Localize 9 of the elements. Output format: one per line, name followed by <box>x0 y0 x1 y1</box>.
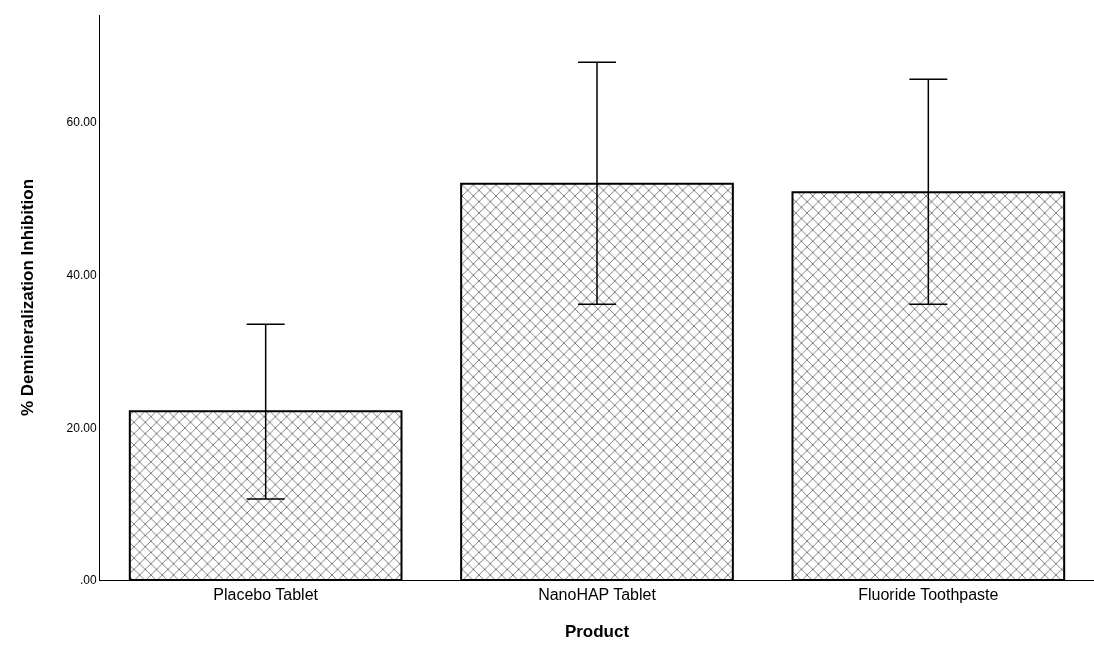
y-tick-label: 20.00 <box>66 420 97 435</box>
x-axis-title: Product <box>564 621 630 641</box>
y-tick-label: .00 <box>79 573 97 588</box>
x-tick-label: NanoHAP Tablet <box>538 586 657 604</box>
y-tick-label: 40.00 <box>66 267 97 282</box>
x-tick-label: Fluoride Toothpaste <box>858 586 999 604</box>
y-axis-title: % Demineralization Inhibition <box>18 178 38 417</box>
x-tick-label: Placebo Tablet <box>213 586 319 604</box>
y-tick-label: 60.00 <box>66 115 97 130</box>
